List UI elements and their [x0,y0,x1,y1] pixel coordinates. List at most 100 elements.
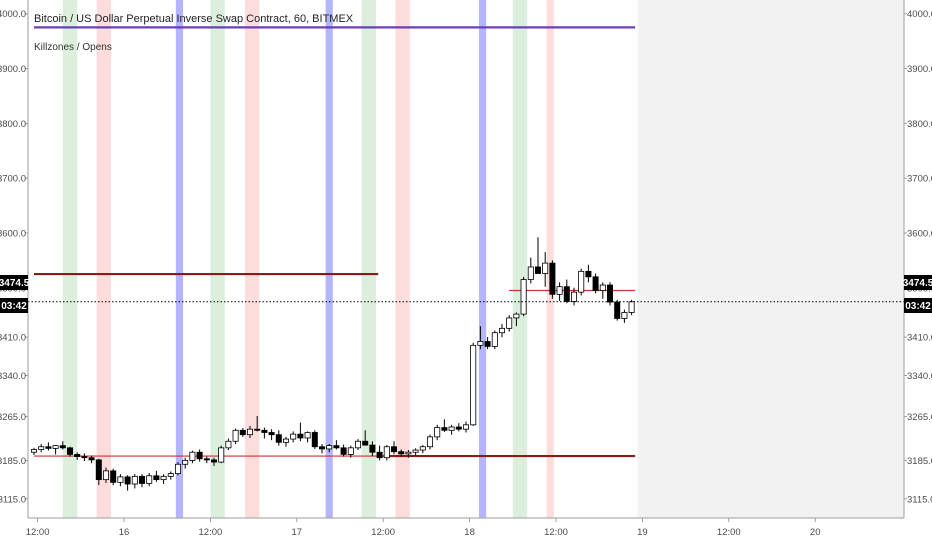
x-tick-label: 17 [292,527,303,538]
candle-body [282,438,289,443]
candle [498,323,505,338]
candle [153,470,160,482]
candle [282,436,289,447]
killzone-red-4 [244,0,260,518]
candle-body [30,449,37,453]
x-tick-label: 16 [119,527,130,538]
y-tick-label-left: 3185.0 [0,456,26,467]
y-tick-label-right: 3700.0 [907,174,932,185]
candle-body [405,451,412,455]
candle-body [261,429,268,433]
candle-body [95,459,102,481]
candle-body [491,332,498,347]
candles-layer [30,237,635,491]
candle [426,434,433,450]
candle-body [153,475,160,481]
killzone-green-0 [62,0,78,518]
future-area-shading [637,0,904,518]
candle-body [189,451,196,461]
candle-body [412,449,419,453]
candle-body [326,445,333,450]
candle-body [246,428,253,436]
candle-body [578,270,585,293]
candle [196,449,203,462]
countdown-badge-left: 03:42 [1,301,27,312]
candle-body [38,446,45,450]
candle-body [297,433,304,439]
time-axis[interactable]: 12:00 16 12:00 17 12:00 18 12:00 19 12:00 20 [26,518,821,538]
candle [419,445,426,454]
left-price-axis[interactable]: 4000.03900.03800.03700.03600.03500.03410… [0,9,28,505]
killzone-layer [62,0,554,518]
candle-body [376,451,383,459]
y-tick-label-right: 4000.0 [907,9,932,20]
y-tick-label-left: 3410.0 [0,333,26,344]
candle-body [268,432,275,436]
candle-body [513,313,520,319]
candle [347,445,354,458]
candle [160,474,167,485]
candle-body [196,451,203,460]
candle [506,315,513,332]
candle-body [628,301,635,313]
candle-body [110,470,117,483]
candle [398,449,405,457]
candle [484,337,491,350]
candle [182,457,189,469]
candle [210,457,217,466]
candle-body [174,463,181,475]
y-tick-label-right: 3800.0 [907,119,932,130]
candle [30,447,37,455]
candle-body [398,451,405,455]
candle-body [462,424,469,430]
candle [542,252,549,287]
y-tick-label-left: 3700.0 [0,174,26,185]
killzone-blue-2 [175,0,184,518]
candle-body [563,286,570,302]
candle [448,424,455,435]
candle-body [614,301,621,319]
candle-body [239,429,246,436]
candle-body [448,426,455,431]
candle [599,282,606,299]
candle [275,430,282,446]
candle [203,456,210,464]
candle-body [88,457,95,461]
candle [333,440,340,450]
candle [326,444,333,453]
y-tick-label-right: 3410.0 [907,333,932,344]
candle [138,474,145,488]
killzone-red-1 [96,0,112,518]
candle [592,273,599,294]
killzone-blue-5 [325,0,333,518]
candle [405,450,412,458]
candle [520,276,527,317]
candle-body [160,475,167,481]
candle [412,448,419,456]
killzone-blue-8 [478,0,487,518]
candle [614,299,621,321]
y-tick-label-left: 3265.0 [0,412,26,423]
candle-body [210,459,217,463]
candle [167,471,174,480]
candle-body [311,432,318,448]
price-badge-left: 3474.5 03:42 [0,275,30,313]
right-price-axis[interactable]: 4000.03900.03800.03700.03600.03500.03410… [904,9,932,505]
candle-body [390,446,397,453]
candle-body [138,475,145,484]
y-tick-label-right: 3900.0 [907,64,932,75]
candle [563,279,570,304]
candle-body [621,312,628,319]
candle [311,430,318,449]
y-tick-label-left: 3800.0 [0,119,26,130]
candle-body [542,262,549,274]
candle [232,428,239,444]
indicator-label[interactable]: Killzones / Opens [34,42,112,53]
price-badge-right-value: 3474.5 [903,278,932,289]
candle [621,309,628,323]
candle [239,428,246,437]
candle-body [290,433,297,440]
candle-body [599,284,606,291]
candle [549,260,556,299]
